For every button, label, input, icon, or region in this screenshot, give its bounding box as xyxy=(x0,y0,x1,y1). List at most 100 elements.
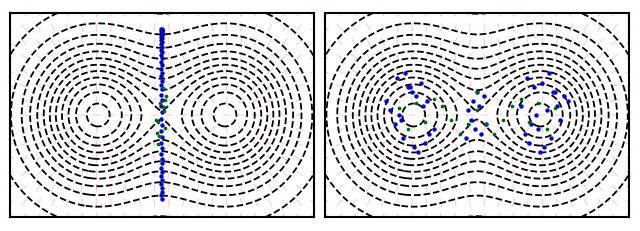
Point xyxy=(156,194,166,197)
Point xyxy=(481,123,491,127)
Point xyxy=(526,123,536,127)
Point xyxy=(398,137,408,140)
Point xyxy=(474,104,484,108)
Point xyxy=(407,91,417,94)
Point xyxy=(153,142,163,146)
Point xyxy=(412,95,422,99)
Point xyxy=(156,182,166,186)
Point xyxy=(159,110,170,114)
Point xyxy=(156,68,166,72)
Point xyxy=(392,77,402,80)
Point xyxy=(424,132,435,136)
Point xyxy=(156,36,166,39)
Point xyxy=(413,151,424,154)
Point xyxy=(156,61,166,64)
Point xyxy=(156,75,166,79)
Point xyxy=(157,30,167,34)
Point xyxy=(156,43,166,47)
Point xyxy=(157,34,167,38)
Point xyxy=(543,72,554,76)
Point xyxy=(157,32,168,36)
Point xyxy=(156,31,166,35)
Point xyxy=(463,123,474,127)
Point xyxy=(394,114,404,117)
Point xyxy=(465,118,476,122)
Point xyxy=(540,146,550,150)
Point xyxy=(157,64,168,68)
Point xyxy=(156,49,166,52)
Point xyxy=(463,109,474,113)
Point xyxy=(157,157,167,161)
Point xyxy=(157,190,167,194)
Point xyxy=(157,111,167,115)
Point xyxy=(155,102,165,106)
Point xyxy=(156,28,166,31)
Point xyxy=(157,179,168,182)
Point xyxy=(157,124,167,128)
Point xyxy=(157,28,167,32)
Point xyxy=(156,175,166,178)
Point xyxy=(429,97,439,101)
Point xyxy=(159,105,169,109)
Point xyxy=(157,51,167,55)
Point xyxy=(531,114,541,117)
Point xyxy=(157,46,167,49)
Point xyxy=(420,141,430,145)
Point xyxy=(546,137,556,140)
Point xyxy=(404,86,415,90)
Point xyxy=(529,86,539,90)
Point xyxy=(157,41,167,45)
Point xyxy=(515,104,525,108)
Point xyxy=(470,128,480,131)
Point xyxy=(160,127,170,130)
Point xyxy=(385,109,396,113)
Point xyxy=(156,141,166,145)
Point xyxy=(157,29,168,33)
Point xyxy=(403,86,413,90)
Point xyxy=(559,95,569,99)
Point xyxy=(437,104,447,108)
Point xyxy=(152,121,163,124)
Point xyxy=(429,128,439,131)
Point xyxy=(156,84,166,87)
Point xyxy=(157,88,167,92)
Point xyxy=(550,107,561,110)
Point xyxy=(535,151,545,154)
Point xyxy=(415,81,426,85)
Point xyxy=(472,91,483,94)
Point xyxy=(554,118,564,122)
Point xyxy=(157,57,167,61)
Point xyxy=(532,128,543,131)
Point xyxy=(412,102,422,106)
Point xyxy=(159,99,170,103)
Point xyxy=(152,131,162,135)
Point xyxy=(381,100,391,103)
Point xyxy=(156,33,166,36)
Point xyxy=(418,104,428,108)
Point xyxy=(157,37,168,41)
Point xyxy=(524,141,534,145)
Point xyxy=(157,79,167,83)
Point xyxy=(422,100,432,103)
Point xyxy=(396,118,406,122)
Point xyxy=(157,99,167,103)
Point xyxy=(156,117,166,121)
Point xyxy=(154,134,164,138)
Point xyxy=(490,132,500,136)
Point xyxy=(515,97,525,101)
Point xyxy=(394,107,404,110)
Point xyxy=(390,123,400,127)
Point xyxy=(157,147,168,151)
Point xyxy=(156,39,166,43)
Point xyxy=(156,30,166,33)
Point xyxy=(420,121,430,124)
Point xyxy=(157,162,167,165)
Point xyxy=(157,72,167,75)
Point xyxy=(157,136,167,140)
Point xyxy=(498,118,508,122)
Point xyxy=(157,170,167,174)
Point xyxy=(454,132,465,136)
Point xyxy=(156,152,166,156)
Point xyxy=(550,91,561,94)
Point xyxy=(563,100,573,103)
